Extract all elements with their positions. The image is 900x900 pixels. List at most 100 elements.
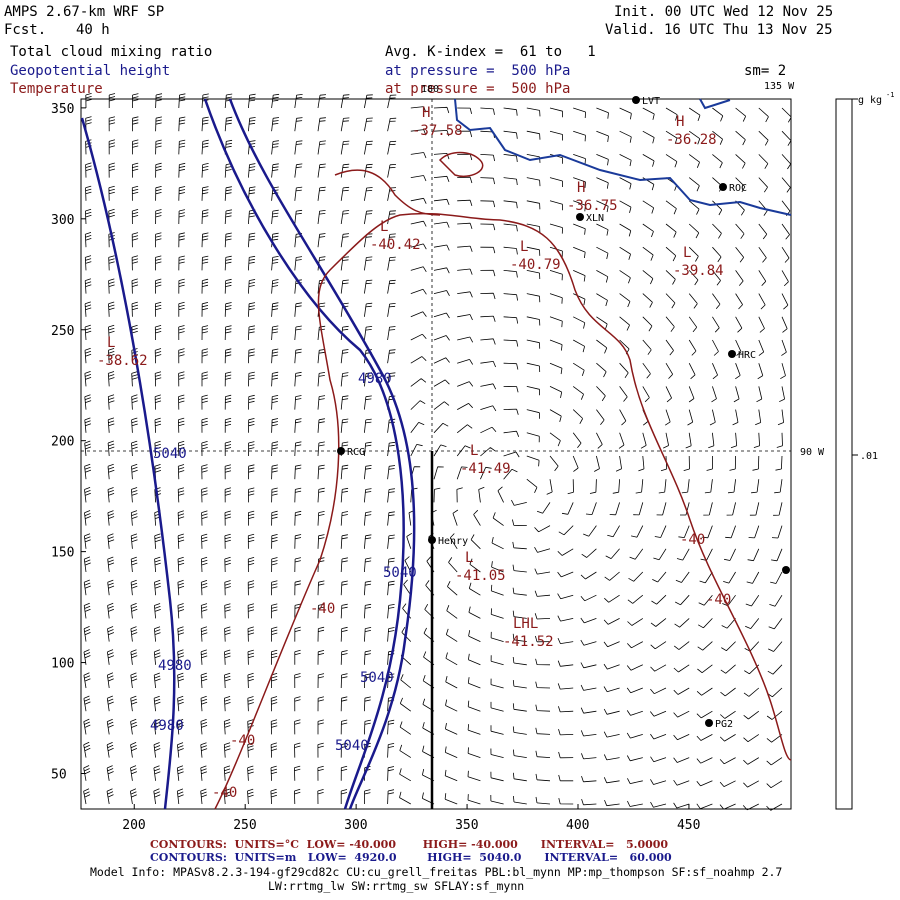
temperature-contours [214, 151, 792, 810]
extremum-letter: H [422, 105, 430, 121]
extremum-letter: L [683, 245, 691, 261]
grid-lines [81, 99, 791, 809]
station-label: HRC [738, 350, 756, 361]
extremum-value: -39.84 [673, 263, 724, 279]
model-info-2: LW:rrtmg_lw SW:rrtmg_sw SFLAY:sf_mynn [268, 879, 525, 893]
colorbar: g kg -1 .01 [835, 91, 894, 810]
wind-barbs [83, 93, 792, 811]
extremum-value: -41.49 [460, 461, 511, 477]
y-tick-label: 200 [51, 435, 74, 450]
y-tick-label: 350 [51, 102, 74, 117]
station-label: Henry [438, 536, 468, 547]
x-tick-label: 400 [566, 818, 589, 833]
y-tick-label: 50 [51, 768, 67, 783]
height-contours [80, 98, 416, 810]
extremum-letter: H [676, 114, 684, 130]
extremum-letter: H [577, 180, 585, 196]
station-marker [705, 719, 713, 727]
station-label: RCG [347, 447, 365, 458]
extremum-letter: L [465, 550, 473, 566]
contour-labels: 4980 5040 5040 4980 5040 4980 5040 -40 -40 -40 -40… [97, 105, 731, 801]
lon-label-135w: 135 W [764, 81, 795, 92]
pressure-blue: at pressure = 500 hPa [385, 63, 571, 79]
temperature-label: -40 [230, 733, 255, 749]
x-tick-label: 200 [122, 818, 145, 833]
model-info-1: Model Info: MPASv8.2.3-194-gf29cd82c CU:… [90, 865, 783, 879]
colorbar-units-exponent: -1 [886, 91, 894, 99]
colorbar-tick-label: .01 [860, 451, 878, 462]
y-tick-label: 150 [51, 546, 74, 561]
colorbar-units: g kg [858, 95, 882, 106]
station-marker [576, 213, 584, 221]
wind-barb-field [83, 93, 792, 811]
height-contour [80, 117, 176, 810]
y-tick-label: 300 [51, 213, 74, 228]
height-label: 5040 [360, 670, 394, 686]
station-marker [728, 350, 736, 358]
valid-time: Valid. 16 UTC Thu 13 Nov 25 [605, 22, 833, 38]
height-label: 4980 [158, 658, 192, 674]
extremum-value: -40.42 [370, 237, 421, 253]
extremum-letter: LHL [513, 616, 538, 632]
x-tick-label: 250 [233, 818, 256, 833]
station-marker [782, 566, 790, 574]
forecast-label: Fcst. [4, 22, 47, 38]
height-contour [228, 98, 416, 810]
axes: 200 250 300 350 400 450 350 300 250 200 150 100 50 18… [51, 81, 825, 833]
temp-contour-info: CONTOURS: UNITS=°C LOW= -40.000 HIGH= -4… [150, 838, 669, 851]
height-label: 5040 [153, 446, 187, 462]
x-tick-label: 350 [455, 818, 478, 833]
colorbar-box [835, 98, 853, 810]
init-time: Init. 00 UTC Wed 12 Nov 25 [614, 4, 834, 20]
temperature-contour [334, 169, 441, 216]
coastline-path [454, 98, 792, 216]
station-label: PG2 [715, 719, 733, 730]
smoothing: sm= 2 [744, 63, 787, 79]
station-label: ROC [729, 183, 747, 194]
extremum-value: -36.75 [567, 198, 618, 214]
lon-label-90w: 90 W [800, 447, 825, 458]
pressure-red: at pressure = 500 hPa [385, 81, 571, 97]
field-geopotential: Geopotential height [10, 63, 171, 79]
extremum-value: -41.05 [455, 568, 506, 584]
extremum-value: -41.52 [503, 634, 554, 650]
temperature-label: -40 [706, 592, 731, 608]
temperature-contour [438, 151, 484, 177]
stations: LVT ROC XLN HRC RCG Henry PG2 [337, 96, 790, 730]
extremum-value: -37.58 [412, 123, 463, 139]
extremum-letter: L [470, 443, 478, 459]
avg-kindex: Avg. K-index = 61 to 1 [385, 44, 596, 60]
field-cloud-mixing: Total cloud mixing ratio [10, 44, 213, 60]
temperature-contour [214, 212, 792, 810]
y-tick-label: 100 [51, 657, 74, 672]
temperature-label: -40 [680, 532, 705, 548]
height-label: 5040 [335, 738, 369, 754]
y-tick-label: 250 [51, 324, 74, 339]
extremum-letter: L [107, 335, 115, 351]
station-marker [337, 447, 345, 455]
height-contour-info: CONTOURS: UNITS=m LOW= 4920.0 HIGH= 5040… [150, 851, 672, 864]
station-label: XLN [586, 213, 604, 224]
extremum-letter: L [380, 219, 388, 235]
map-frame [80, 98, 792, 810]
extremum-value: -40.79 [510, 257, 561, 273]
temperature-label: -40 [212, 785, 237, 801]
station-marker [632, 96, 640, 104]
lon-label-180: 180 [421, 84, 439, 95]
extremum-value: -38.62 [97, 353, 148, 369]
field-temperature: Temperature [10, 81, 103, 97]
x-tick-label: 300 [344, 818, 367, 833]
station-marker [428, 536, 436, 544]
height-label: 5040 [383, 565, 417, 581]
station-label: LVT [642, 96, 660, 107]
station-marker [719, 183, 727, 191]
model-title: AMPS 2.67-km WRF SP [4, 4, 165, 20]
height-label: 4980 [358, 371, 392, 387]
extremum-value: -36.28 [666, 132, 717, 148]
temperature-label: -40 [310, 601, 335, 617]
coastline-path-2 [699, 98, 731, 110]
coastline [454, 98, 792, 216]
forecast-hours: 40 h [76, 22, 110, 38]
extremum-letter: L [520, 239, 528, 255]
